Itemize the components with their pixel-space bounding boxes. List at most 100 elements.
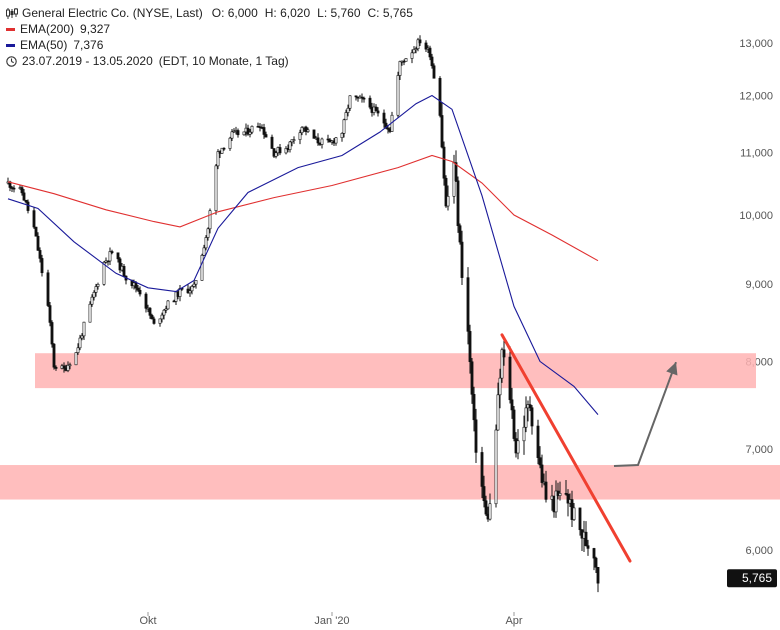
ema200-line <box>7 154 599 262</box>
legend-instrument: General Electric Co. (NYSE, Last) <box>22 6 203 20</box>
candle <box>460 230 464 285</box>
candle <box>496 382 500 431</box>
candle <box>78 334 82 351</box>
candlestick-series <box>6 35 600 593</box>
candle <box>354 95 358 101</box>
candle <box>412 46 416 54</box>
candle <box>368 95 372 110</box>
candle <box>592 547 596 571</box>
candle <box>82 321 86 340</box>
candle <box>298 129 302 145</box>
candle <box>40 254 44 277</box>
candle <box>278 143 282 156</box>
candle <box>110 249 114 255</box>
clock-icon <box>6 55 17 67</box>
candle <box>558 481 562 501</box>
candle <box>498 368 502 409</box>
candle <box>104 257 108 264</box>
candle <box>164 305 168 314</box>
candle <box>442 141 446 186</box>
candle <box>262 123 266 139</box>
candle <box>236 128 240 138</box>
candle <box>510 387 514 419</box>
candle <box>274 150 278 159</box>
candle <box>272 148 276 158</box>
candle <box>438 76 442 118</box>
candle <box>54 365 58 371</box>
candle <box>342 118 346 138</box>
y-tick-label: 13,000 <box>739 38 773 50</box>
legend-ema200-label: EMA(200) <box>20 22 75 36</box>
x-tick-label: Jan '20 <box>314 615 349 627</box>
candle <box>216 149 220 170</box>
candle <box>34 226 38 237</box>
candle <box>466 267 470 345</box>
candle <box>468 324 472 374</box>
chart-legend: General Electric Co. (NYSE, Last) O: 6,0… <box>6 5 416 69</box>
legend-ema200-row: EMA(200) 9,327 <box>6 21 416 37</box>
candle <box>248 128 252 138</box>
annotations <box>500 333 678 563</box>
candle <box>94 283 98 297</box>
candle <box>346 104 350 117</box>
candle <box>200 253 204 281</box>
candle <box>20 185 24 196</box>
candle <box>246 124 250 136</box>
candle <box>348 95 352 112</box>
candle <box>66 361 70 373</box>
candle <box>220 147 224 154</box>
candle <box>90 294 94 307</box>
candle <box>470 358 474 404</box>
candle <box>566 489 570 517</box>
x-tick-label: Apr <box>505 615 522 627</box>
y-tick-label: 9,000 <box>745 279 773 291</box>
candle <box>512 405 516 442</box>
candle <box>424 40 428 53</box>
candle <box>376 107 380 117</box>
candle <box>152 316 156 325</box>
candle <box>362 96 366 103</box>
candle <box>454 150 458 183</box>
candle <box>398 60 402 81</box>
candle <box>316 133 320 146</box>
candle <box>74 352 78 366</box>
candle <box>320 137 324 149</box>
candle <box>500 347 504 383</box>
candle <box>440 102 444 149</box>
candle <box>360 93 364 103</box>
candle <box>530 405 534 435</box>
candle <box>88 301 92 323</box>
candle <box>404 58 408 62</box>
candle <box>22 189 26 201</box>
candle <box>502 339 506 366</box>
legend-ema50-label: EMA(50) <box>20 38 68 52</box>
candle <box>482 475 486 508</box>
candle <box>304 125 308 136</box>
candle <box>288 141 292 153</box>
candle <box>118 257 122 274</box>
ema50-line <box>7 94 599 415</box>
candle <box>488 493 492 521</box>
candle <box>586 539 590 556</box>
ema50-swatch <box>6 43 15 47</box>
candle <box>208 208 212 234</box>
candle <box>46 269 50 307</box>
legend-low: L: 5,760 <box>317 6 361 20</box>
candle <box>414 46 418 54</box>
legend-high: H: 6,020 <box>264 6 311 20</box>
legend-instrument-row: General Electric Co. (NYSE, Last) O: 6,0… <box>6 5 416 21</box>
legend-close: C: 5,765 <box>367 6 413 20</box>
candle <box>334 137 338 146</box>
candle <box>538 446 542 469</box>
candle <box>138 286 142 297</box>
candle <box>124 275 128 285</box>
candle <box>374 104 378 112</box>
candle <box>522 415 526 455</box>
last-price-badge: 5,765 <box>727 569 777 588</box>
candle <box>494 424 498 508</box>
candle <box>178 284 182 302</box>
candle <box>264 131 268 138</box>
candle <box>148 307 152 319</box>
candle <box>52 343 56 370</box>
